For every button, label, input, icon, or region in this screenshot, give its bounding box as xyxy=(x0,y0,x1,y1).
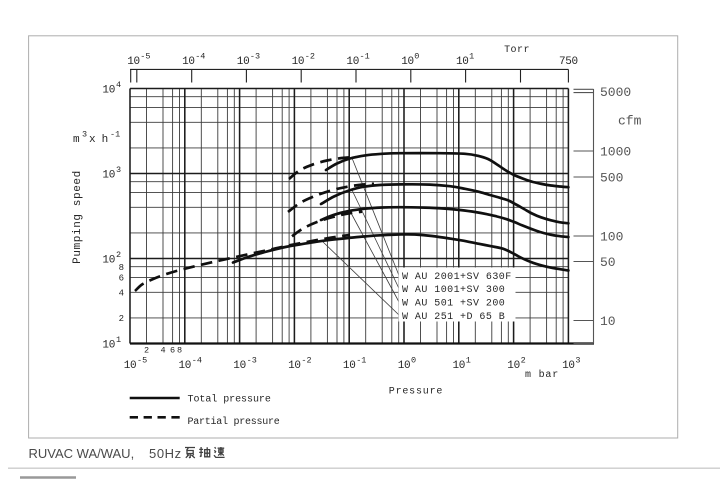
svg-text:10: 10 xyxy=(398,360,411,372)
svg-text:2: 2 xyxy=(521,356,526,366)
svg-text:-2: -2 xyxy=(301,356,311,366)
svg-text:m: m xyxy=(73,134,80,146)
svg-text:10: 10 xyxy=(401,56,414,68)
svg-text:-4: -4 xyxy=(195,52,205,62)
svg-text:10: 10 xyxy=(343,360,356,372)
svg-text:W AU 1001+SV 300: W AU 1001+SV 300 xyxy=(402,285,505,296)
svg-text:10: 10 xyxy=(346,56,359,68)
svg-text:10: 10 xyxy=(288,360,301,372)
svg-text:W AU 501 +SV 200: W AU 501 +SV 200 xyxy=(402,299,505,310)
svg-text:-5: -5 xyxy=(137,356,147,366)
svg-text:10: 10 xyxy=(124,360,137,372)
svg-text:1: 1 xyxy=(116,335,121,345)
svg-text:4: 4 xyxy=(116,80,121,90)
svg-text:10: 10 xyxy=(452,360,465,372)
svg-text:Partial pressure: Partial pressure xyxy=(188,416,280,428)
svg-text:10: 10 xyxy=(292,56,305,68)
svg-text:-1: -1 xyxy=(360,52,370,62)
svg-text:100: 100 xyxy=(600,230,623,245)
svg-text:8: 8 xyxy=(177,346,182,356)
svg-text:10: 10 xyxy=(456,56,469,68)
svg-text:10: 10 xyxy=(102,340,115,352)
svg-text:3: 3 xyxy=(116,165,121,175)
svg-text:500: 500 xyxy=(600,171,623,186)
svg-text:50Hz: 50Hz xyxy=(149,446,182,461)
svg-text:2: 2 xyxy=(116,250,121,260)
svg-text:W AU 251 +D 65 B: W AU 251 +D 65 B xyxy=(402,312,505,323)
svg-text:3: 3 xyxy=(82,130,87,140)
svg-text:Pressure: Pressure xyxy=(389,387,443,398)
svg-text:-5: -5 xyxy=(140,52,150,62)
svg-text:10: 10 xyxy=(182,56,195,68)
svg-text:2: 2 xyxy=(119,314,124,324)
svg-text:0: 0 xyxy=(411,356,416,366)
svg-text:-3: -3 xyxy=(247,356,257,366)
svg-text:4: 4 xyxy=(119,289,124,299)
svg-text:cfm: cfm xyxy=(618,114,642,129)
svg-text:10: 10 xyxy=(237,56,250,68)
svg-text:0: 0 xyxy=(414,52,419,62)
svg-text:10: 10 xyxy=(178,360,191,372)
svg-text:-3: -3 xyxy=(250,52,260,62)
svg-text:6: 6 xyxy=(119,274,124,284)
svg-text:-1: -1 xyxy=(356,356,366,366)
svg-text:750: 750 xyxy=(559,56,578,68)
svg-text:10: 10 xyxy=(102,255,115,267)
svg-text:W AU 2001+SV 630F: W AU 2001+SV 630F xyxy=(402,272,512,283)
svg-text:8: 8 xyxy=(119,263,124,273)
svg-text:5000: 5000 xyxy=(600,85,631,100)
svg-text:1000: 1000 xyxy=(600,145,631,160)
svg-text:3: 3 xyxy=(575,356,580,366)
svg-text:4: 4 xyxy=(160,346,165,356)
svg-text:Pumping speed: Pumping speed xyxy=(72,170,84,264)
svg-text:Total pressure: Total pressure xyxy=(188,394,271,406)
svg-text:Torr: Torr xyxy=(504,45,530,56)
svg-text:-4: -4 xyxy=(192,356,202,366)
svg-text:6: 6 xyxy=(170,346,175,356)
svg-text:1: 1 xyxy=(466,356,471,366)
svg-text:2: 2 xyxy=(144,346,149,356)
svg-text:m bar: m bar xyxy=(525,369,559,381)
svg-text:50: 50 xyxy=(600,255,616,270)
svg-text:-2: -2 xyxy=(305,52,315,62)
svg-text:10: 10 xyxy=(127,56,140,68)
svg-text:10: 10 xyxy=(102,170,115,182)
svg-text:10: 10 xyxy=(507,360,520,372)
svg-text:10: 10 xyxy=(562,360,575,372)
svg-text:10: 10 xyxy=(102,85,115,97)
svg-text:RUVAC WA/WAU,: RUVAC WA/WAU, xyxy=(29,446,135,461)
svg-text:-1: -1 xyxy=(110,130,120,140)
svg-text:x h: x h xyxy=(89,134,108,146)
svg-text:10: 10 xyxy=(233,360,246,372)
svg-text:1: 1 xyxy=(469,52,474,62)
svg-text:10: 10 xyxy=(600,314,616,329)
